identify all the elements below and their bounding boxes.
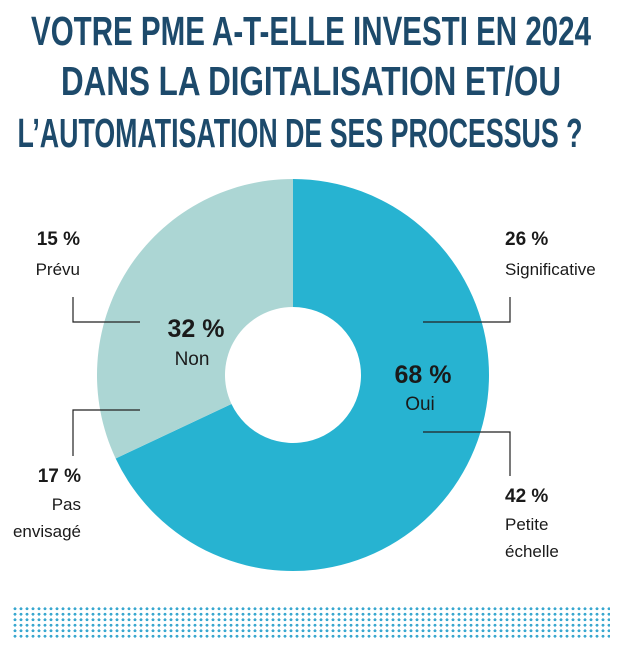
leader-line-pas-envisage [72, 409, 140, 456]
slice-label-non-value: 32 % [168, 315, 225, 343]
sub-label-petite-echelle-line-2: échelle [505, 542, 559, 561]
sub-label-pas-envisage-line-1: Pas [52, 495, 81, 514]
slice-label-non: Non [175, 349, 210, 370]
chart-title-line-3: L’AUTOMATISATION DE SES PROCESSUS ? [18, 110, 583, 156]
sub-value-petite-echelle: 42 % [505, 486, 548, 507]
sub-label-petite-echelle-line-1: Petite [505, 515, 548, 534]
sub-value-pas-envisage: 17 % [38, 466, 81, 487]
chart-title-line-1: VOTRE PME A-T-ELLE INVESTI EN 2024 [31, 8, 591, 54]
sub-value-significative: 26 % [505, 229, 548, 250]
sub-label-significative: Significative [505, 260, 596, 279]
leader-line-significative [423, 297, 511, 323]
sub-label-prevu: Prévu [36, 260, 80, 279]
leader-line-prevu [72, 297, 140, 323]
slice-oui [115, 179, 489, 571]
slice-non [96, 178, 293, 459]
sub-value-prevu: 15 % [37, 229, 80, 250]
chart-title-line-2: DANS LA DIGITALISATION ET/OU [61, 58, 561, 104]
decorative-dot-band [12, 606, 610, 639]
slice-label-oui: Oui [405, 394, 435, 415]
leader-line-petite-echelle [423, 431, 511, 476]
slice-label-oui-value: 68 % [395, 361, 452, 389]
sub-label-pas-envisage-line-2: envisagé [13, 522, 81, 541]
